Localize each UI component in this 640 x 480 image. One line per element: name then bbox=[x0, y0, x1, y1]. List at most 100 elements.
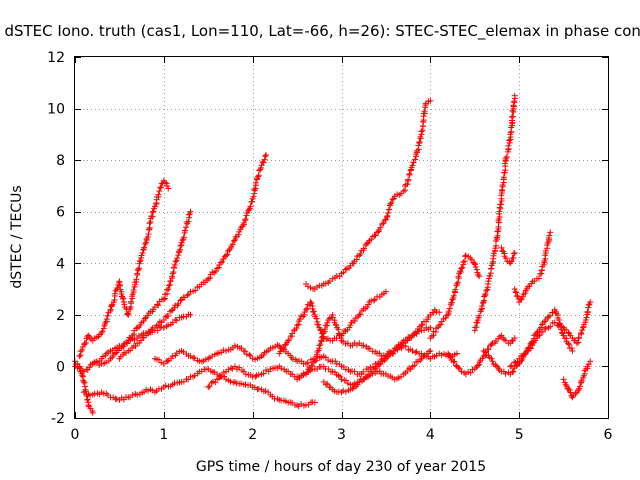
data-point bbox=[242, 216, 249, 223]
data-point bbox=[382, 216, 389, 223]
data-point bbox=[130, 287, 137, 294]
data-point bbox=[304, 305, 311, 312]
data-point bbox=[394, 191, 401, 198]
data-point bbox=[384, 212, 391, 219]
data-point bbox=[177, 246, 184, 253]
data-point bbox=[187, 208, 194, 215]
data-point bbox=[79, 346, 86, 353]
data-point bbox=[509, 113, 516, 120]
data-point bbox=[412, 156, 419, 163]
y-tick-label: 12 bbox=[47, 50, 65, 66]
data-point bbox=[304, 369, 311, 376]
data-point bbox=[160, 296, 167, 303]
data-point bbox=[162, 382, 169, 389]
data-point bbox=[187, 311, 194, 318]
data-point bbox=[507, 363, 514, 370]
data-point bbox=[313, 357, 320, 364]
data-point bbox=[163, 323, 170, 330]
data-point bbox=[76, 364, 83, 371]
data-point bbox=[85, 402, 92, 409]
data-point bbox=[169, 353, 176, 360]
data-point bbox=[82, 388, 89, 395]
data-point bbox=[139, 249, 146, 256]
data-point bbox=[382, 288, 389, 295]
data-point bbox=[285, 337, 292, 344]
data-point bbox=[505, 142, 512, 149]
data-point bbox=[267, 366, 274, 373]
data-point bbox=[501, 169, 508, 176]
data-point bbox=[360, 368, 367, 375]
data-point bbox=[134, 270, 141, 277]
data-point bbox=[517, 296, 524, 303]
data-point bbox=[311, 358, 318, 365]
data-point bbox=[489, 358, 496, 365]
data-point bbox=[474, 319, 481, 326]
y-tick-label: 4 bbox=[56, 256, 65, 272]
data-point bbox=[207, 275, 214, 282]
data-point bbox=[149, 209, 156, 216]
data-point bbox=[318, 337, 325, 344]
data-point bbox=[173, 317, 180, 324]
data-point bbox=[174, 255, 181, 262]
data-point bbox=[103, 316, 110, 323]
data-point bbox=[513, 363, 520, 370]
data-point bbox=[252, 373, 259, 380]
data-point bbox=[567, 389, 574, 396]
data-point bbox=[513, 289, 520, 296]
data-point bbox=[446, 351, 453, 358]
data-point bbox=[89, 409, 96, 416]
data-point bbox=[136, 258, 143, 265]
data-point bbox=[135, 266, 142, 273]
data-point bbox=[133, 325, 140, 332]
data-point bbox=[471, 261, 478, 268]
series-arc-15 bbox=[471, 92, 518, 334]
data-point bbox=[219, 373, 226, 380]
data-point bbox=[537, 324, 544, 331]
data-point bbox=[332, 358, 339, 365]
data-point bbox=[224, 251, 231, 258]
data-point bbox=[384, 213, 391, 220]
data-point bbox=[187, 353, 194, 360]
data-point bbox=[508, 258, 515, 265]
data-point bbox=[478, 303, 485, 310]
data-point bbox=[370, 297, 377, 304]
data-point bbox=[333, 322, 340, 329]
x-tick-label: 4 bbox=[426, 427, 435, 443]
y-tick-label: 6 bbox=[56, 205, 65, 221]
data-point bbox=[503, 153, 510, 160]
data-point bbox=[404, 181, 411, 188]
data-point bbox=[254, 175, 261, 182]
data-point bbox=[409, 162, 416, 169]
data-point bbox=[166, 281, 173, 288]
data-point bbox=[203, 277, 210, 284]
data-point bbox=[262, 367, 269, 374]
data-point bbox=[510, 250, 517, 257]
data-point bbox=[525, 345, 532, 352]
data-point bbox=[511, 92, 518, 99]
data-point bbox=[176, 248, 183, 255]
data-point bbox=[313, 315, 320, 322]
plot-frame bbox=[74, 56, 609, 419]
data-point bbox=[255, 385, 262, 392]
data-point bbox=[496, 213, 503, 220]
data-point bbox=[316, 354, 323, 361]
data-point bbox=[498, 201, 505, 208]
data-point bbox=[494, 228, 501, 235]
data-point bbox=[242, 371, 249, 378]
data-point bbox=[573, 340, 580, 347]
data-point bbox=[547, 229, 554, 236]
data-point bbox=[223, 347, 230, 354]
series-arc-19 bbox=[560, 358, 594, 401]
data-point bbox=[177, 297, 184, 304]
data-point bbox=[135, 332, 142, 339]
data-point bbox=[418, 128, 425, 135]
data-point bbox=[165, 313, 172, 320]
data-point bbox=[324, 319, 331, 326]
data-point bbox=[344, 380, 351, 387]
x-axis-label: GPS time / hours of day 230 of year 2015 bbox=[196, 459, 486, 475]
data-point bbox=[541, 326, 548, 333]
data-point bbox=[80, 378, 87, 385]
data-point bbox=[585, 301, 592, 308]
data-point bbox=[302, 306, 309, 313]
data-point bbox=[546, 232, 553, 239]
